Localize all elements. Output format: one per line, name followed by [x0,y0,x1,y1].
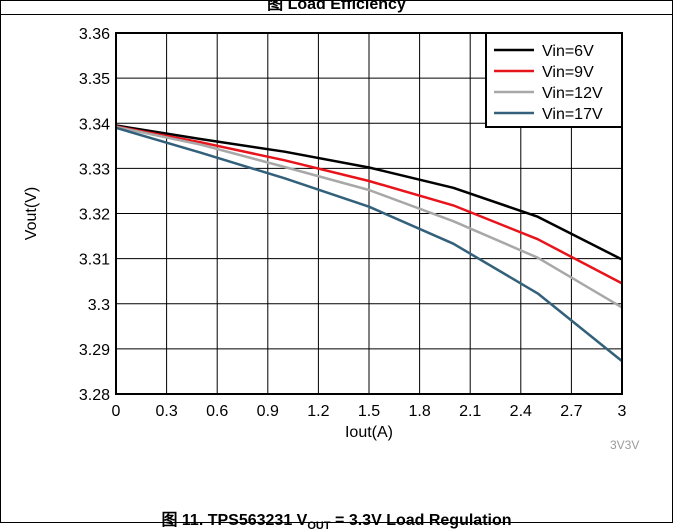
figure-caption: 图 11. TPS563231 VOUT = 3.3V Load Regulat… [161,512,512,532]
x-tick-label: 0 [112,403,121,420]
x-tick-label: 1.5 [358,403,380,420]
legend-label: Vin=17V [542,106,603,123]
x-tick-label: 0.6 [206,403,228,420]
y-tick-label: 3.33 [79,161,110,178]
plot-area [115,32,623,395]
y-axis-label: Vout(V) [23,187,40,240]
x-tick-label: 1.8 [408,403,430,420]
x-axis-label: Iout(A) [345,424,393,441]
y-tick-label: 3.31 [79,252,110,269]
series-line [115,125,623,285]
y-tick-label: 3.32 [79,207,110,224]
legend-label: Vin=9V [542,64,594,81]
y-tick-label: 3.34 [79,116,110,133]
legend-box [485,32,623,128]
x-tick-label: 0.9 [257,403,279,420]
top-caption: 图 Load Efficiency [267,0,406,13]
x-tick-label: 2.7 [560,403,582,420]
series-line [115,125,623,309]
top-rule [0,14,673,15]
series-lines [115,124,623,363]
tick-labels: 0 0.3 0.6 0.9 1.2 1.5 1.8 2.1 2.4 2.7 3 3.28 3.29 3.3… [79,26,627,420]
series-line [115,124,623,261]
y-tick-label: 3.35 [79,71,110,88]
legend-label: Vin=6V [542,43,594,60]
x-tick-label: 1.2 [307,403,329,420]
series-line [115,126,623,363]
y-tick-label: 3.29 [79,342,110,359]
legend: Vin=6V Vin=9V Vin=12V Vin=17V [485,32,623,128]
x-tick-label: 2.1 [459,403,481,420]
x-tick-label: 3 [618,403,627,420]
watermark: 3V3V [610,438,640,452]
y-tick-label: 3.36 [79,26,110,43]
x-tick-label: 2.4 [510,403,532,420]
legend-label: Vin=12V [542,85,603,102]
y-tick-label: 3.28 [79,387,110,404]
x-tick-label: 0.3 [155,403,177,420]
y-tick-label: 3.3 [88,297,110,314]
